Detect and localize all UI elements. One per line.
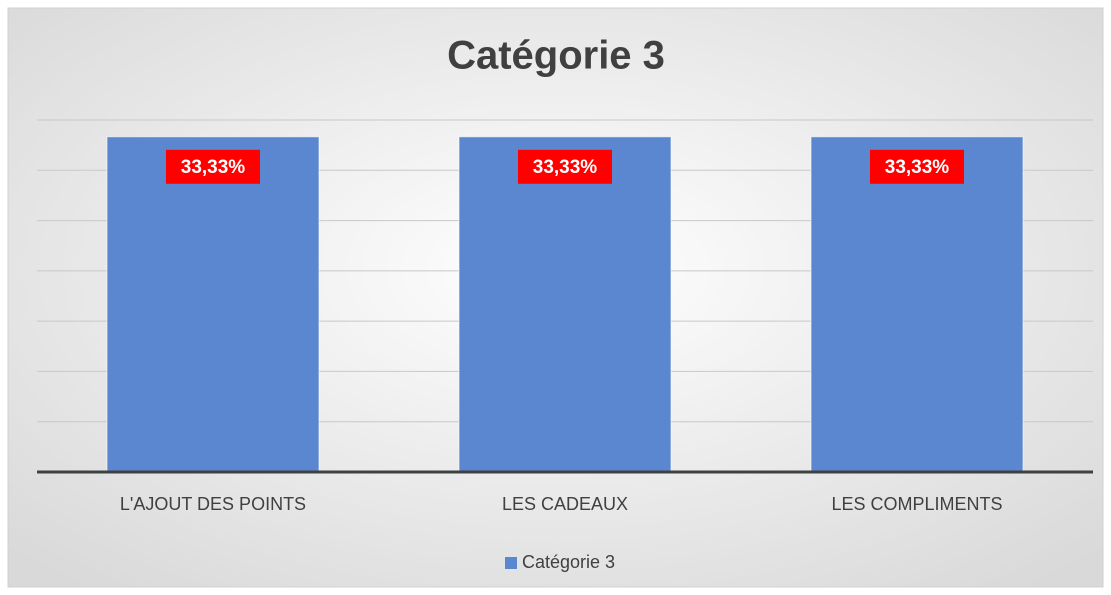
value-label: 33,33% [533,157,598,178]
value-label-box [870,149,964,184]
x-tick-label: LES COMPLIMENTS [831,494,1002,514]
x-tick-label: L'AJOUT DES POINTS [120,494,306,514]
value-label: 33,33% [181,157,246,178]
bar [106,136,320,473]
value-label: 33,33% [885,157,950,178]
chart-title: Catégorie 3 [447,34,665,78]
bar [458,136,672,473]
x-tick-label: LES CADEAUX [502,494,628,514]
bar [810,136,1024,473]
value-label-box [518,149,612,184]
value-label-box [166,149,260,184]
legend-swatch [505,557,517,569]
legend-label: Catégorie 3 [522,552,615,572]
